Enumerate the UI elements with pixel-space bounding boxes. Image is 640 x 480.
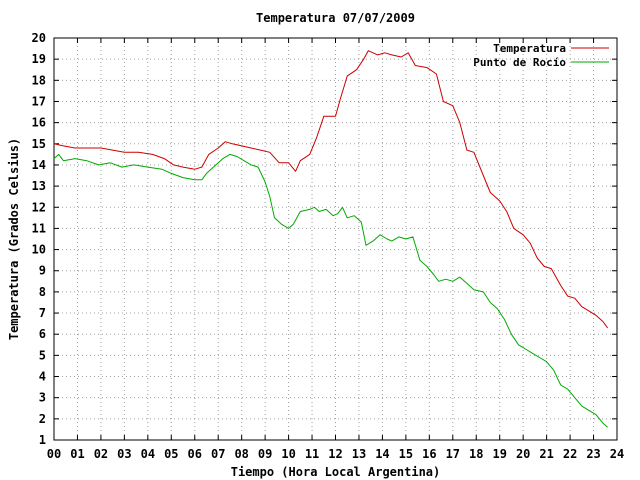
y-tick-label: 1 xyxy=(39,433,46,447)
x-tick-label: 23 xyxy=(586,447,600,461)
x-tick-label: 11 xyxy=(305,447,319,461)
y-tick-label: 2 xyxy=(39,412,46,426)
legend-label-temperatura: Temperatura xyxy=(493,42,566,55)
grid xyxy=(54,38,617,440)
x-tick-label: 12 xyxy=(328,447,342,461)
x-axis-label: Tiempo (Hora Local Argentina) xyxy=(231,465,441,479)
y-tick-label: 17 xyxy=(32,94,46,108)
x-tick-label: 09 xyxy=(258,447,272,461)
y-tick-label: 3 xyxy=(39,391,46,405)
y-tick-label: 5 xyxy=(39,348,46,362)
y-tick-label: 12 xyxy=(32,200,46,214)
x-tick-label: 10 xyxy=(281,447,295,461)
x-tick-label: 24 xyxy=(610,447,624,461)
legend-label-punto-de-rocio: Punto de Rocío xyxy=(473,56,566,69)
x-tick-label: 14 xyxy=(375,447,389,461)
x-tick-label: 18 xyxy=(469,447,483,461)
series-layer xyxy=(53,50,609,428)
y-tick-label: 4 xyxy=(39,370,46,384)
x-tick-label: 06 xyxy=(188,447,202,461)
x-tick-label: 05 xyxy=(164,447,178,461)
x-tick-label: 04 xyxy=(141,447,155,461)
x-tick-label: 22 xyxy=(563,447,577,461)
x-tick-label: 02 xyxy=(94,447,108,461)
y-tick-label: 16 xyxy=(32,116,46,130)
y-tick-label: 20 xyxy=(32,31,46,45)
x-tick-labels: 00 01 02 03 04 05 06 07 08 09 10 11 12 13 14 15 16 17 18 19… xyxy=(47,447,624,461)
y-tick-label: 14 xyxy=(32,158,46,172)
x-tick-label: 17 xyxy=(446,447,460,461)
y-tick-label: 6 xyxy=(39,327,46,341)
y-axis-label: Temperatura (Grados Celsius) xyxy=(7,138,21,340)
x-tick-label: 01 xyxy=(70,447,84,461)
y-tick-label: 9 xyxy=(39,264,46,278)
x-tick-label: 21 xyxy=(539,447,553,461)
x-tick-label: 07 xyxy=(211,447,225,461)
legend: Temperatura Punto de Rocío xyxy=(473,42,609,69)
y-tick-label: 15 xyxy=(32,137,46,151)
y-tick-label: 7 xyxy=(39,306,46,320)
chart-title: Temperatura 07/07/2009 xyxy=(256,11,415,25)
x-tick-label: 03 xyxy=(117,447,131,461)
x-tick-label: 13 xyxy=(352,447,366,461)
x-tick-label: 08 xyxy=(234,447,248,461)
x-tick-label: 15 xyxy=(399,447,413,461)
y-tick-label: 11 xyxy=(32,221,46,235)
x-tick-label: 20 xyxy=(516,447,530,461)
y-tick-label: 13 xyxy=(32,179,46,193)
y-tick-label: 19 xyxy=(32,52,46,66)
x-tick-label: 00 xyxy=(47,447,61,461)
y-tick-label: 10 xyxy=(32,243,46,257)
x-tick-label: 16 xyxy=(422,447,436,461)
y-tick-label: 18 xyxy=(32,73,46,87)
x-tick-label: 19 xyxy=(492,447,506,461)
series-line-0 xyxy=(53,50,609,329)
series-line-1 xyxy=(53,153,608,428)
y-tick-label: 8 xyxy=(39,285,46,299)
tick-marks xyxy=(53,37,618,441)
